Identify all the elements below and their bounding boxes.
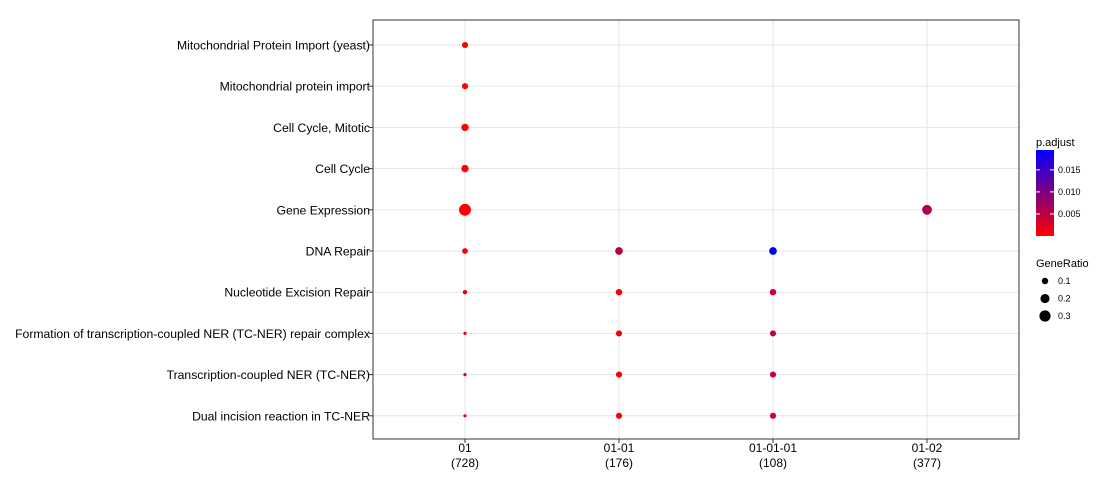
x-tick-count: (377) <box>913 456 941 470</box>
data-point <box>769 330 777 337</box>
y-tick-label: Cell Cycle, Mitotic <box>273 121 370 135</box>
data-point <box>922 204 932 215</box>
data-point <box>769 412 777 419</box>
color-legend-label: 0.010 <box>1058 187 1081 197</box>
x-tick-label: 01-01-01 <box>749 441 797 455</box>
y-tick-label: Formation of transcription-coupled NER (… <box>15 327 370 341</box>
data-point <box>463 372 467 377</box>
y-tick-label: Dual incision reaction in TC-NER <box>192 409 370 423</box>
color-legend-label: 0.005 <box>1058 209 1081 219</box>
x-tick-label: 01 <box>458 441 472 455</box>
y-tick-label: Transcription-coupled NER (TC-NER) <box>167 368 370 382</box>
y-axis: Mitochondrial Protein Import (yeast) Mito… <box>15 39 373 423</box>
data-point <box>461 83 469 90</box>
y-tick-label: Cell Cycle <box>315 162 370 176</box>
data-point <box>462 290 468 295</box>
x-tick-label: 01-01 <box>604 441 635 455</box>
grid-lines <box>373 20 1019 439</box>
data-point <box>615 330 623 337</box>
x-tick-count: (108) <box>759 456 787 470</box>
data-point <box>615 412 623 419</box>
data-point <box>615 288 623 296</box>
color-legend-bar <box>1036 150 1054 236</box>
color-legend-ticks: 0.005 0.010 0.015 <box>1036 165 1081 219</box>
data-point <box>461 123 469 132</box>
data-point <box>769 288 777 296</box>
size-legend-dot <box>1041 277 1049 285</box>
data-point <box>615 247 623 255</box>
size-legend-dot <box>1040 293 1050 304</box>
data-point <box>461 41 469 49</box>
x-axis: 01(728) 01-01(176) 01-01-01(108) 01-02(377) <box>451 439 943 470</box>
x-tick-count: (176) <box>605 456 633 470</box>
data-point <box>459 203 471 216</box>
y-tick-label: Mitochondrial protein import <box>220 80 371 94</box>
size-legend-keys: 0.1 0.2 0.3 <box>1039 276 1071 322</box>
data-points <box>459 41 932 419</box>
size-legend-label: 0.1 <box>1058 276 1071 286</box>
size-legend-label: 0.2 <box>1058 294 1071 304</box>
data-point <box>462 248 468 254</box>
size-legend-dot <box>1039 310 1051 322</box>
color-legend-label: 0.015 <box>1058 165 1081 175</box>
y-tick-label: Mitochondrial Protein Import (yeast) <box>177 39 370 53</box>
y-tick-label: Nucleotide Excision Repair <box>224 286 370 300</box>
color-legend-title: p.adjust <box>1036 137 1075 149</box>
data-point <box>615 371 623 378</box>
size-legend-title: GeneRatio <box>1036 258 1089 270</box>
data-point <box>769 371 777 378</box>
plot-panel <box>372 19 1020 440</box>
data-point <box>769 247 777 255</box>
size-legend-label: 0.3 <box>1058 311 1071 321</box>
x-tick-label: 01-02 <box>912 441 943 455</box>
data-point <box>463 414 467 418</box>
y-tick-label: DNA Repair <box>306 245 370 259</box>
data-point <box>463 331 467 336</box>
y-tick-label: Gene Expression <box>277 203 371 217</box>
data-point <box>461 164 469 173</box>
x-tick-count: (728) <box>451 456 479 470</box>
